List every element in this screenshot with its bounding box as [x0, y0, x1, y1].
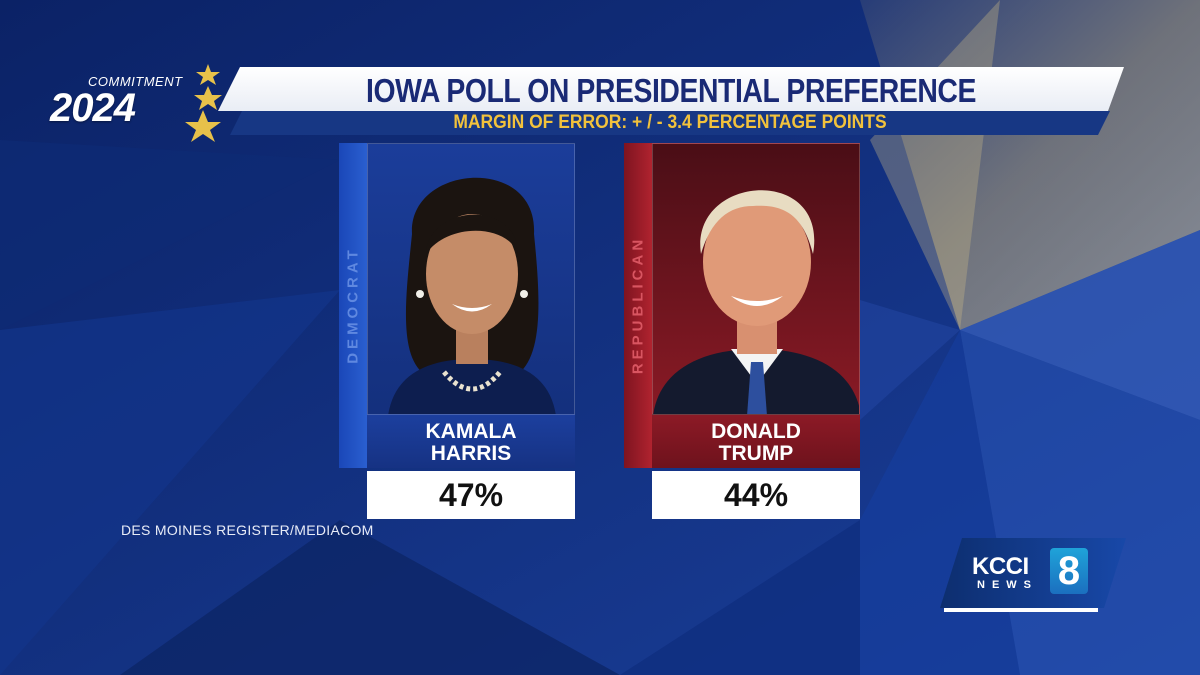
- station-logo: KCCI NEWS 8: [940, 538, 1126, 614]
- portrait-illustration: [388, 177, 556, 414]
- party-stripe: DEMOCRAT: [339, 143, 367, 468]
- first-name: DONALD: [711, 420, 801, 443]
- page-title: IOWA POLL ON PRESIDENTIAL PREFERENCE: [365, 72, 977, 109]
- source-credit: DES MOINES REGISTER/MEDIACOM: [121, 522, 374, 538]
- candidate-name: DONALD TRUMP: [652, 415, 860, 468]
- last-name: TRUMP: [718, 442, 794, 465]
- station-call-letters: KCCI: [972, 553, 1029, 580]
- party-stripe: REPUBLICAN: [624, 143, 652, 468]
- party-label: REPUBLICAN: [629, 235, 647, 375]
- candidate-card-republican: REPUBLICAN DONALD TRUMP 44%: [624, 143, 860, 519]
- first-name: KAMALA: [425, 420, 517, 443]
- star-icon: [185, 64, 222, 142]
- subtitle-banner: MARGIN OF ERROR: + / - 3.4 PERCENTAGE PO…: [230, 111, 1110, 135]
- logo-commitment-text: COMMITMENT: [88, 74, 183, 89]
- party-label: DEMOCRAT: [344, 246, 362, 364]
- last-name: HARRIS: [430, 442, 512, 465]
- poll-percentage: 47%: [367, 471, 575, 519]
- margin-of-error-text: MARGIN OF ERROR: + / - 3.4 PERCENTAGE PO…: [453, 112, 887, 133]
- station-logo-underline: [944, 608, 1098, 612]
- poll-percentage: 44%: [652, 471, 860, 519]
- station-news-text: NEWS: [977, 579, 1038, 591]
- title-banner: IOWA POLL ON PRESIDENTIAL PREFERENCE: [218, 67, 1124, 111]
- channel-number: 8: [1050, 548, 1088, 594]
- station-logo-background: [940, 538, 1126, 608]
- candidate-photo: [652, 143, 860, 415]
- logo-year-text: 2024: [50, 86, 136, 130]
- candidate-name: KAMALA HARRIS: [367, 415, 575, 468]
- portrait-illustration: [653, 190, 859, 414]
- commitment-2024-logo: COMMITMENT 2024: [48, 64, 228, 154]
- candidate-photo: [367, 143, 575, 415]
- candidate-card-democrat: DEMOCRAT KAMALA HARRIS 47%: [339, 143, 575, 519]
